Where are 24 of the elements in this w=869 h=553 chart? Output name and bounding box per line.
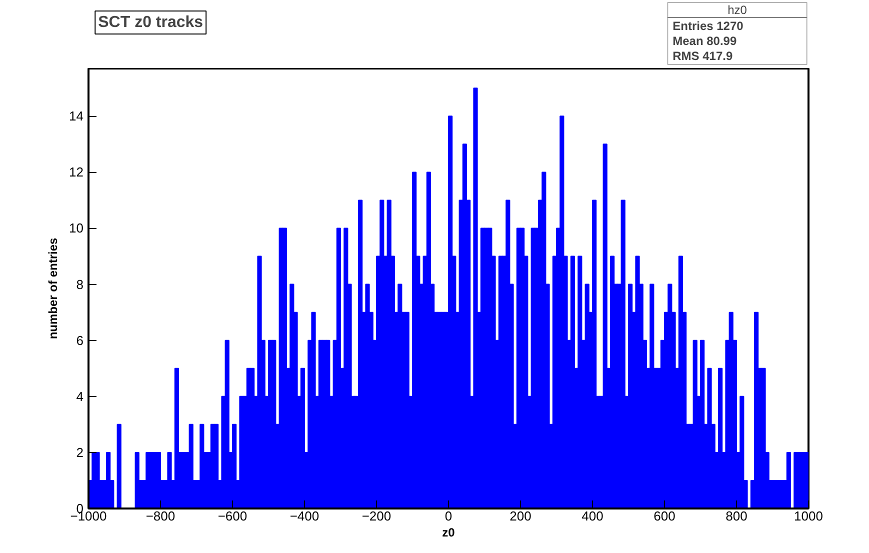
y-tick-label: 4 xyxy=(76,388,84,404)
x-tick-label: −600 xyxy=(218,508,248,524)
y-tick-label: 8 xyxy=(76,276,84,292)
y-axis-title: number of entries xyxy=(46,238,60,340)
y-tick-label: 10 xyxy=(69,220,84,236)
x-tick-label: 400 xyxy=(582,508,604,524)
legend-title: hz0 xyxy=(728,3,748,17)
x-tick-label: −200 xyxy=(362,508,392,524)
y-tick-label: 14 xyxy=(69,108,84,124)
x-tick-label: 600 xyxy=(654,508,676,524)
chart-title: SCT z0 tracks xyxy=(98,14,204,31)
y-tick-label: 6 xyxy=(76,332,84,348)
text: Mean 80.99 xyxy=(672,34,737,48)
y-tick-label: 2 xyxy=(76,444,84,460)
x-tick-label: −800 xyxy=(146,508,176,524)
x-tick-label: −400 xyxy=(290,508,320,524)
x-tick-label: 800 xyxy=(726,508,748,524)
text: Entries 1270 xyxy=(672,19,744,33)
x-tick-label: 1000 xyxy=(794,508,823,524)
text: RMS 417.9 xyxy=(672,49,733,63)
x-axis-title: z0 xyxy=(442,526,456,540)
x-tick-label: 0 xyxy=(444,508,452,524)
y-tick-label: 12 xyxy=(69,164,84,180)
x-tick-label: 200 xyxy=(510,508,532,524)
